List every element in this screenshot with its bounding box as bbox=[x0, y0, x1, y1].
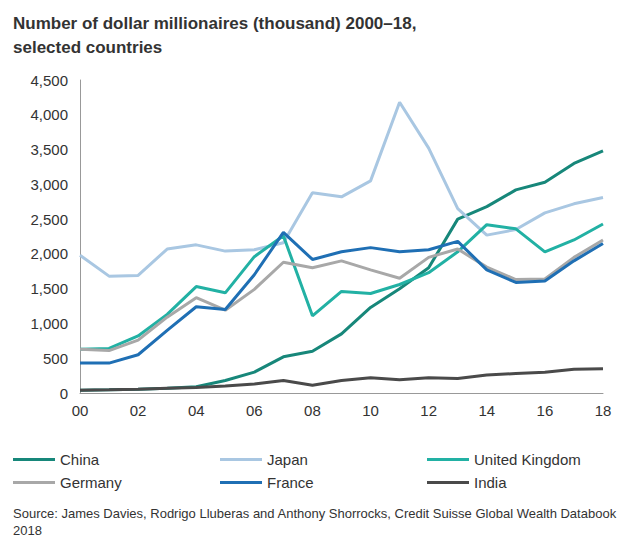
svg-text:3,500: 3,500 bbox=[30, 141, 68, 158]
svg-text:India: India bbox=[474, 474, 507, 491]
svg-text:12: 12 bbox=[420, 402, 437, 419]
svg-text:China: China bbox=[60, 451, 100, 468]
svg-text:selected countries: selected countries bbox=[13, 38, 162, 57]
svg-text:04: 04 bbox=[188, 402, 205, 419]
svg-text:14: 14 bbox=[478, 402, 495, 419]
svg-text:4,500: 4,500 bbox=[30, 72, 68, 89]
svg-text:Japan: Japan bbox=[267, 451, 308, 468]
svg-text:02: 02 bbox=[130, 402, 147, 419]
svg-text:4,000: 4,000 bbox=[30, 106, 68, 123]
svg-text:00: 00 bbox=[72, 402, 89, 419]
svg-text:2,000: 2,000 bbox=[30, 245, 68, 262]
svg-text:1,000: 1,000 bbox=[30, 315, 68, 332]
svg-text:500: 500 bbox=[43, 350, 68, 367]
svg-text:2018: 2018 bbox=[13, 523, 42, 538]
svg-text:Source: James Davies, Rodrigo: Source: James Davies, Rodrigo Lluberas a… bbox=[13, 506, 620, 521]
svg-text:France: France bbox=[267, 474, 314, 491]
svg-text:08: 08 bbox=[304, 402, 321, 419]
svg-text:Number of dollar millionaires: Number of dollar millionaires (thousand)… bbox=[13, 14, 416, 33]
svg-text:16: 16 bbox=[537, 402, 554, 419]
svg-text:2,500: 2,500 bbox=[30, 211, 68, 228]
svg-text:18: 18 bbox=[595, 402, 612, 419]
svg-text:1,500: 1,500 bbox=[30, 280, 68, 297]
svg-text:10: 10 bbox=[362, 402, 379, 419]
svg-text:Germany: Germany bbox=[60, 474, 122, 491]
svg-text:United Kingdom: United Kingdom bbox=[474, 451, 581, 468]
svg-text:06: 06 bbox=[246, 402, 263, 419]
svg-text:3,000: 3,000 bbox=[30, 176, 68, 193]
svg-text:0: 0 bbox=[60, 385, 68, 402]
